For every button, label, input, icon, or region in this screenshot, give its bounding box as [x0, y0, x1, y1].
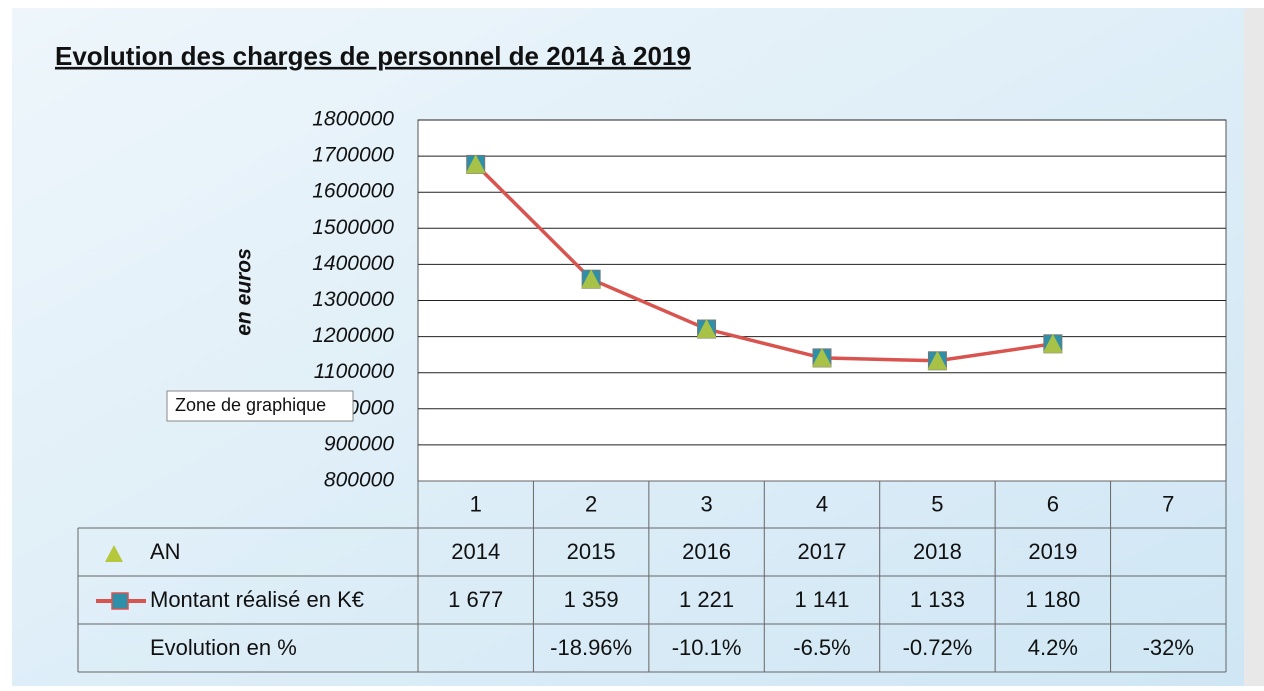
x-tick-label: 7 [1162, 491, 1174, 516]
y-axis-label: en euros [233, 248, 256, 336]
table-cell: 1 133 [910, 587, 965, 612]
table-cell: 4.2% [1028, 635, 1078, 660]
x-tick-label: 2 [585, 491, 597, 516]
table-cell: -0.72% [903, 635, 973, 660]
chart-title: Evolution des charges de personnel de 20… [55, 41, 691, 71]
marker-triangle [812, 347, 832, 367]
table-cell: -10.1% [672, 635, 742, 660]
y-tick-label: 1700000 [312, 144, 394, 167]
x-tick-label: 5 [931, 491, 943, 516]
table-cell: 2015 [567, 539, 616, 564]
y-tick-label: 1300000 [312, 288, 394, 311]
x-tick-label: 4 [816, 491, 828, 516]
x-tick-label: 6 [1047, 491, 1059, 516]
table-cell: 2017 [798, 539, 847, 564]
y-tick-label: 1600000 [312, 180, 394, 203]
y-tick-label: 1200000 [312, 324, 394, 347]
y-tick-label: 1800000 [312, 108, 394, 131]
marker-triangle [1042, 333, 1063, 353]
legend-square [111, 592, 129, 610]
tooltip-box [166, 390, 354, 422]
marker-triangle [465, 154, 486, 174]
page-edge [1244, 8, 1264, 686]
legend-triangle [105, 545, 123, 562]
marker-triangle [581, 269, 602, 289]
table-cell: 2018 [913, 539, 962, 564]
y-tick-label: 800000 [324, 469, 394, 492]
marker-triangle [927, 350, 948, 370]
tooltip: Zone de graphique [175, 395, 326, 415]
legend-label: Montant réalisé en K€ [150, 587, 364, 612]
marker-triangle [696, 319, 717, 339]
x-tick-label: 3 [700, 491, 712, 516]
y-tick-label: 1100000 [314, 360, 395, 383]
table-cell: 1 677 [448, 587, 503, 612]
legend-label: AN [150, 539, 181, 564]
table-cell: 1 221 [679, 587, 734, 612]
table-cell: 1 180 [1025, 587, 1080, 612]
table-cell: 2014 [451, 539, 500, 564]
table-cell: -32% [1143, 635, 1194, 660]
series-line [474, 163, 1054, 363]
table-cell: 2019 [1028, 539, 1077, 564]
table-cell: -6.5% [793, 635, 850, 660]
y-tick-label: 1400000 [312, 252, 394, 275]
table-cell: -18.96% [550, 635, 632, 660]
table-cell: 2016 [682, 539, 731, 564]
x-tick-label: 1 [470, 491, 482, 516]
row-label: Evolution en % [150, 635, 297, 660]
y-tick-label: 900000 [324, 432, 394, 455]
table-cell: 1 141 [794, 587, 849, 612]
table-cell: 1 359 [564, 587, 619, 612]
y-tick-label: 1500000 [312, 216, 394, 239]
